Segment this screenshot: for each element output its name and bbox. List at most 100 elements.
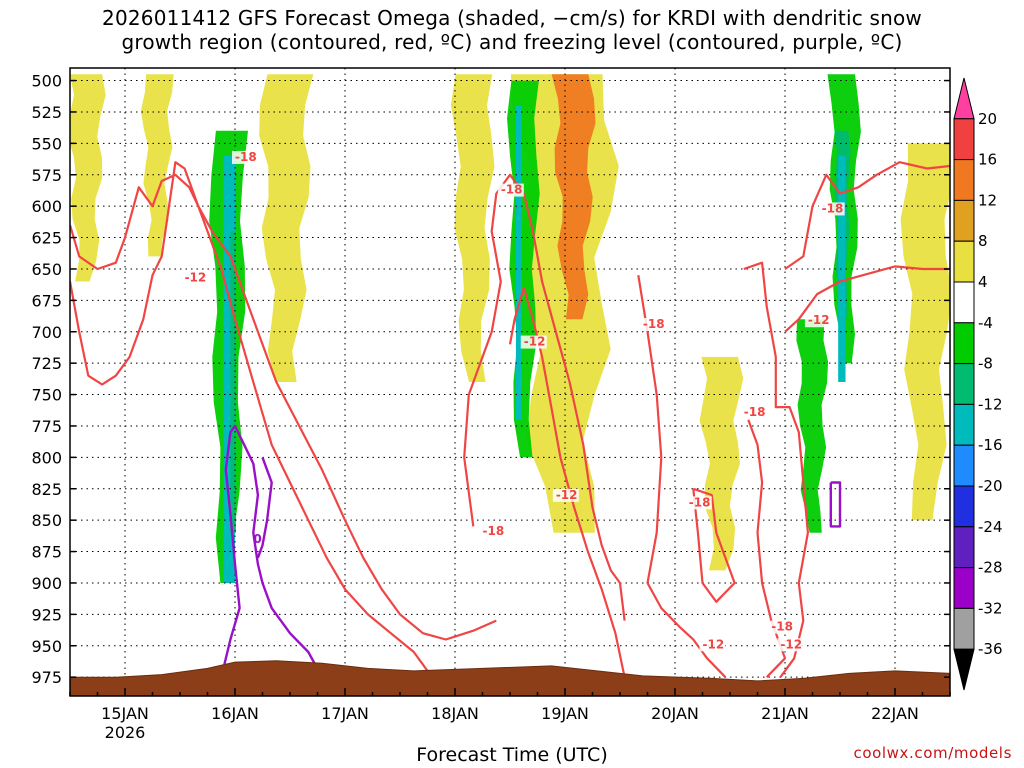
gridlines — [70, 68, 950, 696]
dgz-contour-label: -18 — [822, 201, 844, 215]
colorbar-swatch — [953, 403, 975, 446]
y-tick-label: 900 — [31, 574, 62, 593]
y-tick-label: 850 — [31, 511, 62, 530]
colorbar-swatch — [953, 485, 975, 528]
colorbar: 20 16 12 8 4 -4 -8 -12 -16 -20 -24 -28 -32 -36 — [953, 77, 1003, 691]
dgz-contour-label: -12 — [703, 637, 725, 651]
colorbar-bottom-arrow — [953, 648, 975, 691]
colorbar-swatch — [953, 322, 975, 365]
freezing-level-label: 0 — [253, 532, 261, 546]
colorbar-label: -32 — [978, 599, 1003, 617]
y-axis: 500 525 550 575 600 625 650 675 700 725 750 775 800 8… — [31, 72, 950, 687]
dgz-contour-line — [747, 419, 787, 678]
y-tick-label: 950 — [31, 637, 62, 656]
dgz-contour-label: -12 — [808, 313, 830, 327]
colorbar-swatch — [953, 444, 975, 487]
colorbar-label: -8 — [978, 355, 993, 373]
chart-title: 2026011412 GFS Forecast Omega (shaded, −… — [0, 6, 1024, 54]
y-tick-label: 800 — [31, 448, 62, 467]
x-tick-label: 18JAN — [431, 704, 479, 723]
contour-label-bg — [740, 405, 767, 419]
x-tick-label: 21JAN — [761, 704, 809, 723]
colorbar-swatch — [953, 607, 975, 650]
title-line-1: 2026011412 GFS Forecast Omega (shaded, −… — [102, 6, 922, 30]
y-tick-label: 775 — [31, 417, 62, 436]
contour-label-bg — [520, 335, 547, 349]
dgz-contour-label: -12 — [185, 271, 207, 285]
omega-shading — [70, 74, 950, 584]
y-tick-label: 825 — [31, 480, 62, 499]
dgz-contour-line — [784, 265, 950, 333]
colorbar-swatch — [953, 159, 975, 201]
y-tick-label: 925 — [31, 605, 62, 624]
dgz-contour-label: -18 — [235, 150, 257, 164]
omega-region — [699, 356, 744, 571]
colorbar-swatch — [953, 281, 975, 324]
colorbar-swatch — [953, 363, 975, 405]
x-tick-label: 17JAN — [321, 704, 369, 723]
colorbar-label: -20 — [978, 477, 1003, 495]
colorbar-label: -16 — [978, 436, 1003, 454]
omega-region — [140, 74, 174, 257]
y-tick-label: 750 — [31, 386, 62, 405]
colorbar-label: 20 — [978, 110, 997, 128]
contour-label-bg — [232, 150, 258, 164]
dgz-contour-label: -18 — [744, 405, 766, 419]
contour-label-bg — [181, 271, 208, 285]
freezing-level-contour-line — [220, 424, 324, 678]
y-tick-label: 575 — [31, 166, 62, 185]
terrain-ground — [69, 660, 951, 697]
colorbar-label: 8 — [978, 232, 988, 250]
y-tick-label: 500 — [31, 72, 62, 91]
credit-text: coolwx.com/models — [853, 744, 1012, 762]
dgz-contour-line — [692, 487, 736, 603]
dgz-contour-line — [637, 275, 727, 678]
y-tick-label: 550 — [31, 134, 62, 153]
y-tick-label: 700 — [31, 323, 62, 342]
freezing-level-contour-line — [256, 456, 273, 559]
contour-label-bg — [818, 202, 845, 216]
y-tick-label: 650 — [31, 260, 62, 279]
terrain-fill — [69, 660, 951, 697]
colorbar-swatch — [953, 526, 975, 569]
x-tick-label: 16JAN — [211, 704, 259, 723]
colorbar-label: 4 — [978, 273, 988, 291]
contour-label-bg — [804, 314, 831, 328]
y-tick-label: 600 — [31, 197, 62, 216]
omega-streak — [223, 155, 235, 583]
dgz-contour-label: -18 — [643, 317, 665, 331]
dgz-contour-label: -12 — [780, 637, 802, 651]
omega-region — [259, 74, 314, 383]
y-tick-label: 675 — [31, 291, 62, 310]
dgz-contour-label: -18 — [771, 620, 793, 634]
temperature-contours — [70, 161, 950, 678]
contour-label-bg — [768, 620, 795, 634]
y-tick-label: 625 — [31, 229, 62, 248]
x-axis-title: Forecast Time (UTC) — [416, 744, 608, 766]
omega-region — [551, 74, 596, 320]
omega-region — [450, 74, 495, 383]
dgz-contour-line — [743, 261, 809, 678]
dgz-contour-line — [70, 161, 497, 641]
colorbar-label: 16 — [978, 151, 997, 169]
colorbar-swatch — [953, 118, 975, 161]
colorbar-label: -12 — [978, 395, 1003, 413]
omega-region — [70, 74, 106, 282]
x-tick-label: 19JAN — [541, 704, 589, 723]
contour-label-bg — [497, 183, 524, 197]
dgz-contour-line — [784, 161, 950, 270]
colorbar-swatch — [953, 199, 975, 242]
y-tick-label: 875 — [31, 543, 62, 562]
freezing-level-contour-line — [829, 481, 842, 528]
contour-label-bg — [699, 638, 726, 652]
contour-label-bg — [552, 488, 579, 502]
colorbar-label: -28 — [978, 559, 1003, 577]
contour-label-bg — [479, 525, 506, 539]
x-tick-label: 15JAN — [101, 704, 149, 723]
omega-streak — [515, 105, 522, 420]
dgz-contour-line — [508, 286, 626, 678]
x-tick-sublabel: 2026 — [105, 723, 146, 742]
omega-region — [796, 319, 829, 533]
